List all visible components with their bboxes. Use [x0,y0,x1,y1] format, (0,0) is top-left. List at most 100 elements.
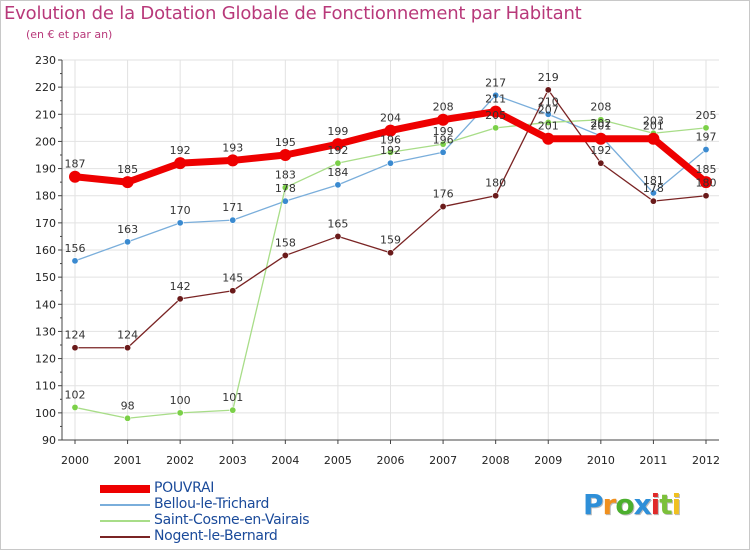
x-tick-label: 2004 [271,454,299,467]
y-tick-label: 160 [35,244,56,257]
data-point [71,403,79,411]
data-label: 207 [538,103,559,116]
data-label: 205 [485,109,506,122]
line-chart: 9010011012013014015016017018019020021022… [35,54,720,467]
y-tick-label: 110 [35,380,56,393]
data-label: 195 [275,136,296,149]
series-layer [69,86,712,422]
y-tick-label: 100 [35,407,56,420]
data-point [176,295,184,303]
data-point [281,184,289,192]
logo-letter: i [671,488,682,521]
chart-subtitle: (en € et par an) [26,28,113,41]
x-tick-label: 2002 [166,454,194,467]
y-tick-label: 180 [35,190,56,203]
data-point [649,189,657,197]
data-label: 199 [327,125,348,138]
data-label: 211 [485,93,506,106]
logo-letter: i [650,488,661,521]
data-point [331,138,344,151]
logo-letter: P [583,488,604,521]
data-point [124,344,132,352]
data-label: 219 [538,71,559,84]
x-tick-label: 2008 [482,454,510,467]
data-point [702,146,710,154]
data-point [229,287,237,295]
y-tick-label: 200 [35,135,56,148]
y-tick-label: 220 [35,81,56,94]
data-label: 217 [485,76,506,89]
data-label: 102 [65,388,86,401]
data-point [544,118,552,126]
data-label: 201 [538,120,559,133]
data-label: 192 [170,144,191,157]
legend-label-bellou-le-trichard: Bellou-le-Trichard [154,496,270,512]
data-label: 192 [380,144,401,157]
data-point [386,159,394,167]
data-label: 156 [65,242,86,255]
data-label: 208 [590,101,611,114]
data-label: 204 [380,112,401,125]
data-point [492,124,500,132]
data-label: 192 [590,144,611,157]
data-label: 124 [65,329,86,342]
x-tick-label: 2012 [692,454,720,467]
legend-label-saint-cosme-en-vairais: Saint-Cosme-en-Vairais [154,512,310,528]
x-tick-label: 2001 [114,454,142,467]
data-label: 185 [696,163,717,176]
y-tick-label: 230 [35,54,56,67]
data-point [594,132,607,145]
y-tick-label: 190 [35,163,56,176]
legend-label-nogent-le-bernard: Nogent-le-Bernard [154,528,278,544]
y-tick-label: 170 [35,217,56,230]
data-point [334,181,342,189]
data-label: 171 [222,201,243,214]
data-point [439,203,447,211]
logo-letter: o [615,488,634,521]
data-point [176,409,184,417]
x-tick-label: 2010 [587,454,615,467]
data-point [71,257,79,265]
data-point [281,251,289,259]
data-label: 208 [433,101,454,114]
data-label: 203 [643,114,664,127]
y-tick-label: 140 [35,298,56,311]
data-point [702,192,710,200]
data-point [176,219,184,227]
data-point [439,148,447,156]
x-tick-label: 2006 [377,454,405,467]
data-label: 163 [117,223,138,236]
data-point [649,197,657,205]
data-point [386,249,394,257]
data-point [334,232,342,240]
data-label: 98 [121,399,135,412]
data-label: 197 [696,131,717,144]
data-point [700,176,712,189]
data-label: 180 [485,177,506,190]
axes: 9010011012013014015016017018019020021022… [35,54,720,467]
data-label: 196 [380,133,401,146]
data-point [279,149,292,161]
data-point [71,344,79,352]
legend-swatch-nogent-le-bernard [100,536,150,538]
x-tick-label: 2011 [639,454,667,467]
chart-title: Evolution de la Dotation Globale de Fonc… [4,3,582,24]
y-tick-label: 120 [35,353,56,366]
data-label: 178 [643,182,664,195]
data-label: 201 [643,120,664,133]
data-point [226,154,239,167]
data-point [334,159,342,167]
legend-label-pouvrai: POUVRAI [154,480,215,496]
data-point [124,414,132,422]
y-tick-label: 210 [35,108,56,121]
data-label: 187 [65,158,86,171]
data-point [229,216,237,224]
data-point [437,113,450,126]
legend-swatch-bellou-le-trichard [100,504,150,506]
legend-swatch-saint-cosme-en-vairais [100,520,150,522]
data-label: 210 [538,95,559,108]
data-label: 181 [643,174,664,187]
data-point [489,105,502,118]
data-point [702,124,710,132]
data-point [544,86,552,94]
